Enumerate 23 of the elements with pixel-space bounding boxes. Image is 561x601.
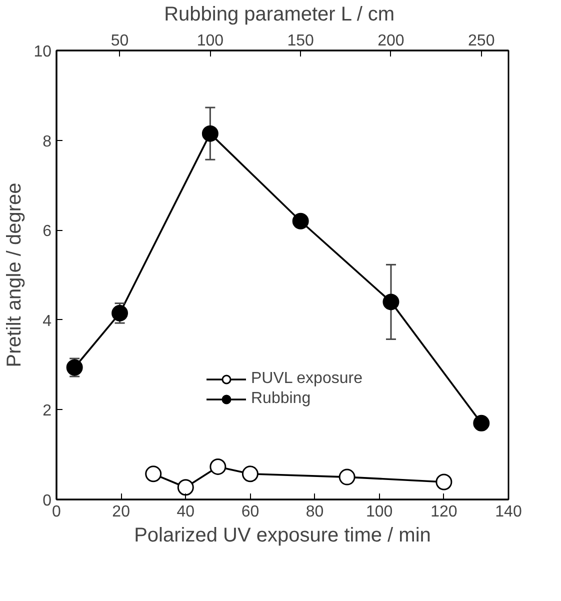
y-tick-label: 6: [42, 223, 52, 240]
y-axis-title: Pretilt angle / degree: [4, 182, 26, 368]
x2-tick-label: 250: [468, 32, 495, 50]
y-tick-label: 10: [34, 44, 52, 60]
x-tick-label: 80: [306, 504, 324, 520]
legend-label: PUVL exposure: [251, 370, 362, 388]
x-tick-label: 120: [430, 504, 458, 520]
x-axis-title: Polarized UV exposure time / min: [134, 524, 431, 546]
x2-tick-label: 150: [287, 32, 314, 50]
x2-tick-label: 100: [196, 32, 224, 50]
x2-tick-label: 50: [110, 32, 129, 50]
x-tick-label: 40: [176, 504, 195, 520]
y-tick-label: 8: [42, 133, 52, 150]
x-tick-label: 60: [241, 504, 260, 520]
x2-tick-label: 200: [378, 32, 404, 50]
y-tick-label: 4: [42, 312, 52, 330]
x-tick-label: 100: [366, 504, 393, 520]
y-tick-label: 2: [42, 402, 52, 420]
x-tick-label: 20: [112, 504, 130, 520]
x2-axis-title: Rubbing parameter L / cm: [164, 4, 395, 26]
legend-label: Rubbing: [251, 390, 311, 408]
x-tick-label: 140: [495, 504, 522, 520]
y-tick-label: 0: [42, 492, 52, 510]
